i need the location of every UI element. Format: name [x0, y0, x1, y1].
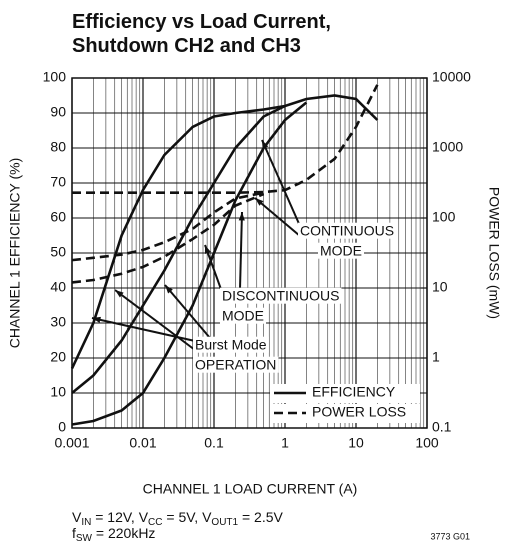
annotation-bg — [298, 222, 397, 239]
condition-line: VIN = 12V, VCC = 5V, VOUT1 = 2.5V — [72, 509, 284, 528]
y-tick-label: 70 — [50, 174, 66, 190]
series-line — [71, 104, 286, 395]
arrow — [239, 211, 243, 290]
y2-tick-label: 0.1 — [432, 419, 452, 435]
legend-label: EFFICIENCY — [312, 384, 396, 400]
arrow — [261, 139, 301, 227]
condition-part: = 220kHz — [92, 525, 155, 541]
condition-part: = 12V, V — [91, 509, 148, 525]
series-line — [72, 84, 379, 194]
legend-bg — [270, 384, 420, 403]
condition-line: fSW = 220kHz — [72, 525, 155, 544]
y2-tick-label: 1000 — [432, 139, 463, 155]
condition-part: CC — [148, 517, 162, 528]
y-tick-label: 90 — [50, 104, 66, 120]
x-tick-label: 100 — [415, 435, 439, 451]
annotation: MODE — [222, 308, 264, 324]
y-tick-label: 30 — [50, 314, 66, 330]
plot-frame — [71, 77, 428, 429]
arrow — [254, 197, 301, 237]
title-line: Shutdown CH2 and CH3 — [72, 35, 301, 57]
annotation: DISCONTINUOUS — [222, 288, 339, 304]
condition-part: = 5V, V — [163, 509, 213, 525]
annotation: CONTINUOUS — [300, 223, 394, 239]
x-tick-label: 10 — [348, 435, 364, 451]
y-tick-label: 50 — [50, 244, 66, 260]
y2-axis-label: POWER LOSS (mW) — [486, 187, 502, 319]
y-tick-label: 20 — [50, 349, 66, 365]
x-tick-label: 0.1 — [204, 435, 224, 451]
y-tick-label: 40 — [50, 279, 66, 295]
y-tick-label: 10 — [50, 384, 66, 400]
arrow — [164, 284, 211, 339]
arrow — [114, 289, 196, 351]
y-tick-label: 100 — [43, 69, 67, 85]
condition-part: V — [72, 509, 82, 525]
condition-part: = 2.5V — [238, 509, 283, 525]
legend-bg — [270, 404, 420, 423]
condition-part: SW — [76, 533, 93, 544]
condition-part: IN — [81, 517, 91, 528]
condition-part: OUT1 — [211, 517, 238, 528]
series-line — [71, 192, 265, 284]
annotation-bg — [220, 307, 266, 324]
annotation-bg — [193, 356, 279, 373]
figure-code: 3773 G01 — [430, 531, 470, 541]
annotation: MODE — [320, 243, 362, 259]
annotation-bg — [193, 336, 269, 353]
y2-tick-label: 10000 — [432, 69, 471, 85]
arrow-head — [204, 245, 211, 254]
y2-tick-label: 10 — [432, 279, 448, 295]
annotation-bg — [220, 287, 342, 304]
legend-label: POWER LOSS — [312, 404, 406, 420]
arrow-head — [255, 198, 264, 206]
x-tick-label: 1 — [281, 435, 289, 451]
arrow-head — [238, 212, 245, 221]
y-tick-label: 0 — [58, 419, 66, 435]
x-tick-label: 0.01 — [129, 435, 156, 451]
annotation-bg — [318, 242, 364, 259]
arrow-head — [115, 290, 124, 298]
y2-tick-label: 1 — [432, 349, 440, 365]
y2-tick-label: 100 — [432, 209, 456, 225]
x-tick-label: 0.001 — [54, 435, 89, 451]
y-tick-label: 80 — [50, 139, 66, 155]
annotation: OPERATION — [195, 357, 276, 373]
title-line: Efficiency vs Load Current, — [72, 11, 331, 33]
y-tick-label: 60 — [50, 209, 66, 225]
arrow-head — [165, 285, 173, 294]
x-axis-label: CHANNEL 1 LOAD CURRENT (A) — [143, 481, 358, 497]
series-line — [71, 101, 308, 426]
series-line — [70, 94, 379, 370]
condition-part: f — [72, 525, 76, 541]
annotation: Burst Mode — [195, 337, 267, 353]
y-axis-label: CHANNEL 1 EFFICIENCY (%) — [7, 158, 23, 349]
series-line — [71, 191, 264, 262]
